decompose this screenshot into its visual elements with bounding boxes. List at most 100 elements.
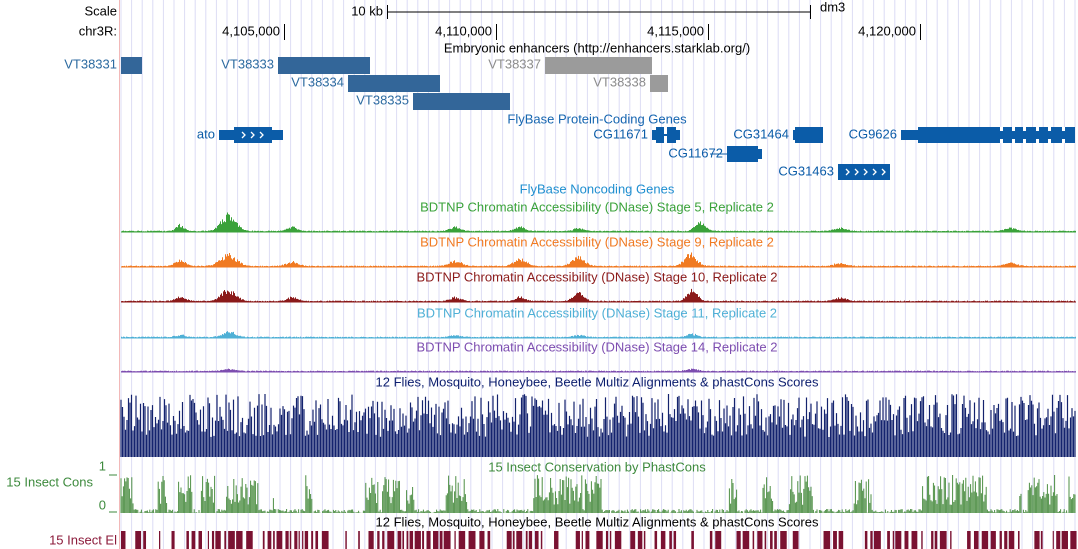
cons-element	[198, 531, 202, 549]
cons-element	[770, 531, 773, 549]
enhancer-feature	[121, 57, 142, 74]
ruler-tick-label: 4,120,000	[858, 23, 916, 38]
cons-element	[171, 531, 175, 549]
cons-element	[246, 531, 253, 549]
cons-element	[895, 531, 902, 549]
assembly-label: dm3	[820, 0, 845, 14]
track-title: FlyBase Noncoding Genes	[520, 181, 675, 196]
cons-element	[422, 531, 425, 549]
track-title: BDTNP Chromatin Accessibility (DNase) St…	[416, 339, 777, 354]
cons-element	[934, 531, 938, 549]
axis-label: 1	[99, 458, 106, 473]
cons-element	[873, 531, 881, 549]
cons-element	[433, 531, 439, 549]
cons-element	[289, 531, 292, 549]
cons-element	[302, 531, 304, 549]
cons-element	[736, 531, 741, 549]
cons-element	[637, 531, 643, 549]
cons-element	[382, 531, 385, 549]
cons-element	[409, 531, 414, 549]
intron-gap	[1036, 127, 1039, 131]
cons-element	[528, 531, 533, 549]
enhancer-feature	[348, 75, 440, 92]
cons-element	[506, 531, 512, 549]
cons-element	[228, 531, 235, 549]
cons-element	[709, 531, 713, 549]
cons-element	[581, 531, 583, 549]
grid	[120, 0, 1076, 549]
side-label: 15 Insect El	[49, 532, 117, 547]
intron-gap	[1023, 127, 1026, 131]
strand-arrow	[881, 168, 886, 176]
cons-element	[273, 531, 275, 549]
cons-element	[135, 531, 142, 549]
cons-element	[298, 531, 300, 549]
cons-element	[911, 531, 918, 549]
cons-element	[1017, 531, 1020, 549]
strand-arrow	[863, 168, 868, 176]
cons-element	[1052, 531, 1054, 549]
cons-element	[387, 531, 395, 549]
gene-label: CG31463	[778, 163, 834, 178]
side-label: 15 Insect Cons	[6, 474, 93, 489]
ruler-tick-label: 4,115,000	[647, 23, 704, 38]
cons-element	[1056, 531, 1061, 549]
strand-arrow	[872, 168, 877, 176]
cons-element	[276, 531, 283, 549]
scale-label: Scale	[84, 3, 117, 18]
enhancer-feature	[545, 57, 652, 74]
cons-element	[304, 531, 309, 549]
cons-element	[534, 531, 539, 549]
enhancer-label: VT38331	[64, 56, 117, 71]
intron-gap	[1048, 139, 1051, 143]
cons-element	[211, 531, 215, 549]
multiz-bars	[120, 394, 1076, 457]
cons-element	[487, 531, 491, 549]
cons-element	[654, 531, 658, 549]
cons-element	[660, 531, 666, 549]
intron-gap	[1012, 127, 1015, 131]
intron-gap	[1062, 139, 1065, 143]
cons-element	[833, 531, 837, 549]
cons-element	[397, 531, 402, 549]
cons-element	[358, 531, 360, 549]
cons-element	[939, 531, 947, 549]
cons-element	[267, 531, 272, 549]
cons-element	[609, 531, 612, 549]
track-title: BDTNP Chromatin Accessibility (DNase) St…	[420, 234, 774, 249]
cons-element	[887, 531, 890, 549]
cons-element	[321, 531, 329, 549]
cons-element	[426, 531, 431, 549]
intron-gap	[1000, 139, 1003, 143]
intron-gap	[1012, 139, 1015, 143]
cons-element	[669, 531, 672, 549]
cons-element	[236, 531, 243, 549]
cons-element	[1004, 531, 1008, 549]
cons-element	[540, 531, 543, 549]
scale-bar-label: 10 kb	[351, 3, 383, 18]
track-title: FlyBase Protein-Coding Genes	[507, 111, 687, 126]
cons-element	[414, 531, 421, 549]
intron-gap	[1048, 127, 1051, 131]
cons-element	[294, 531, 298, 549]
cons-element	[377, 531, 380, 549]
cons-element	[311, 531, 314, 549]
cons-element	[121, 531, 126, 549]
cons-element	[864, 531, 868, 549]
gene-exon	[795, 127, 823, 143]
enhancer-feature	[413, 93, 510, 110]
enhancer-label: VT38338	[593, 74, 646, 89]
cons-element	[585, 531, 590, 549]
cons-element	[973, 531, 979, 549]
cons-element	[792, 531, 799, 549]
cons-bars	[120, 475, 1076, 513]
track-title: Embryonic enhancers (http://enhancers.st…	[444, 40, 750, 55]
chrom-label: chr3R:	[79, 23, 117, 38]
cons-element	[904, 531, 909, 549]
enhancer-label: VT38333	[221, 56, 274, 71]
cons-element	[315, 531, 319, 549]
cons-element	[224, 531, 227, 549]
gene-exon	[234, 127, 272, 143]
track-title: 12 Flies, Mosquito, Honeybee, Beetle Mul…	[376, 374, 819, 389]
cons-element	[186, 531, 189, 549]
